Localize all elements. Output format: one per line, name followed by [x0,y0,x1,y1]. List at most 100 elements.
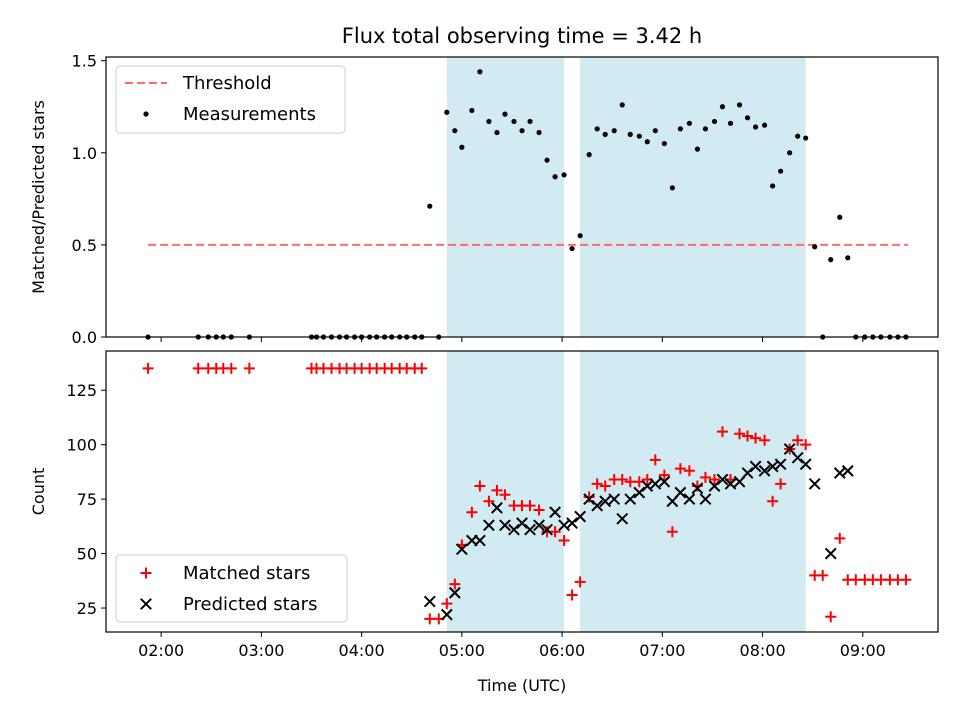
count-series-0 [142,362,912,625]
matched-star-point [649,454,661,466]
ratio-y-tick-label: 1.0 [72,144,97,163]
predicted-star-point [633,486,646,499]
predicted-star-point [808,477,821,490]
measurement-point [770,183,776,189]
predicted-star-point [574,510,587,523]
matched-star-point [834,532,846,544]
predicted-star-point [699,493,712,506]
predicted-star-point [691,482,704,495]
matched-star-point [474,480,486,492]
predicted-star-point [841,464,854,477]
measurement-point [812,244,818,250]
measurements-legend-swatch [143,111,149,117]
matched-star-point [759,434,771,446]
ratio-y-tick-label: 0.5 [72,236,97,255]
matched-star-point [900,574,912,586]
measurement-point [719,104,726,110]
predicted-star-point [599,495,612,508]
measurement-point [502,111,508,117]
predicted-star-point [708,480,721,492]
matched-legend-label: Matched stars [183,563,310,584]
matched-star-point [533,504,545,516]
measurement-point [744,115,751,121]
ratio-legend-box [115,65,346,134]
predicted-star-point [508,523,520,536]
measurement-point [486,118,492,125]
matched-star-point [750,432,762,444]
count-x-tick-label: 09:00 [840,641,886,660]
predicted-star-point [683,493,696,506]
count-x-tick-label: 08:00 [740,641,786,660]
measurement-point [459,144,465,150]
predicted-star-point [649,477,662,490]
matched-star-point [775,478,787,490]
matched-star-point [574,576,586,588]
measurement-point [761,122,768,128]
measurement-point [569,245,575,252]
predicted-star-point [674,486,687,499]
measurement-point [661,140,667,147]
measurement-point [561,172,567,178]
predicted-star-point [499,519,511,532]
count-y-axis-label: Count [29,468,48,516]
figure-title: Flux total observing time = 3.42 h [342,24,702,48]
predicted-star-point [448,586,461,599]
measurement-point [452,128,458,134]
matched-star-point [483,495,495,507]
predicted-star-point [483,519,495,532]
matched-star-point [742,430,754,442]
count-x-tick-label: 06:00 [539,641,585,660]
count-legend-box [115,554,348,623]
predicted-star-point [473,534,486,547]
predicted-star-point [524,523,536,536]
count-x-tick-label: 04:00 [339,641,385,660]
measurement-point [803,135,809,141]
measurement-point [686,120,693,126]
ratio-observing-span-1 [446,57,565,337]
predicted-star-point [533,519,545,532]
matched-star-point [708,474,720,486]
predicted-star-point [749,460,762,473]
matched-star-point [734,428,746,440]
matched-star-point [683,465,695,477]
measurement-point [778,168,784,174]
predicted-legend-swatch [140,598,152,610]
matched-star-point [674,463,686,475]
ratio-y-tick-label: 0.0 [72,328,97,347]
predicted-star-point [833,467,846,479]
count-x-tick-label: 07:00 [639,641,685,660]
matched-star-point [491,484,503,496]
measurement-point [845,255,851,261]
predicted-star-point [658,475,671,488]
matched-star-point [591,478,603,490]
count-series-1 [423,443,854,621]
measurement-point [787,150,793,156]
matched-star-point [699,471,711,483]
measurement-point [519,128,525,134]
matched-star-point [441,598,453,610]
predicted-star-point [791,451,804,464]
measurement-point [694,146,701,152]
matched-star-point [792,434,804,446]
measurement-point [752,124,759,130]
measurement-point [702,126,709,132]
count-legend: Matched stars Predicted stars [115,554,348,623]
count-x-tick-label: 02:00 [138,641,184,660]
predicted-star-point [491,501,503,514]
measurement-point [552,174,558,180]
measurement-point [627,131,633,137]
measurement-point [611,128,617,134]
predicted-star-point [591,499,604,512]
count-y-tick-label: 125 [66,381,97,400]
count-x-axis-label: Time (UTC) [477,676,566,695]
matched-star-point [466,506,478,518]
matched-star-point [599,480,611,492]
measurement-point [795,133,801,139]
matched-star-point [716,426,728,438]
ratio-axes-frame [105,56,939,338]
measurement-point [602,131,608,137]
matched-star-point [767,495,779,507]
predicted-star-point [758,464,771,477]
ratio-y-axis-label: Matched/Predicted stars [29,100,48,294]
